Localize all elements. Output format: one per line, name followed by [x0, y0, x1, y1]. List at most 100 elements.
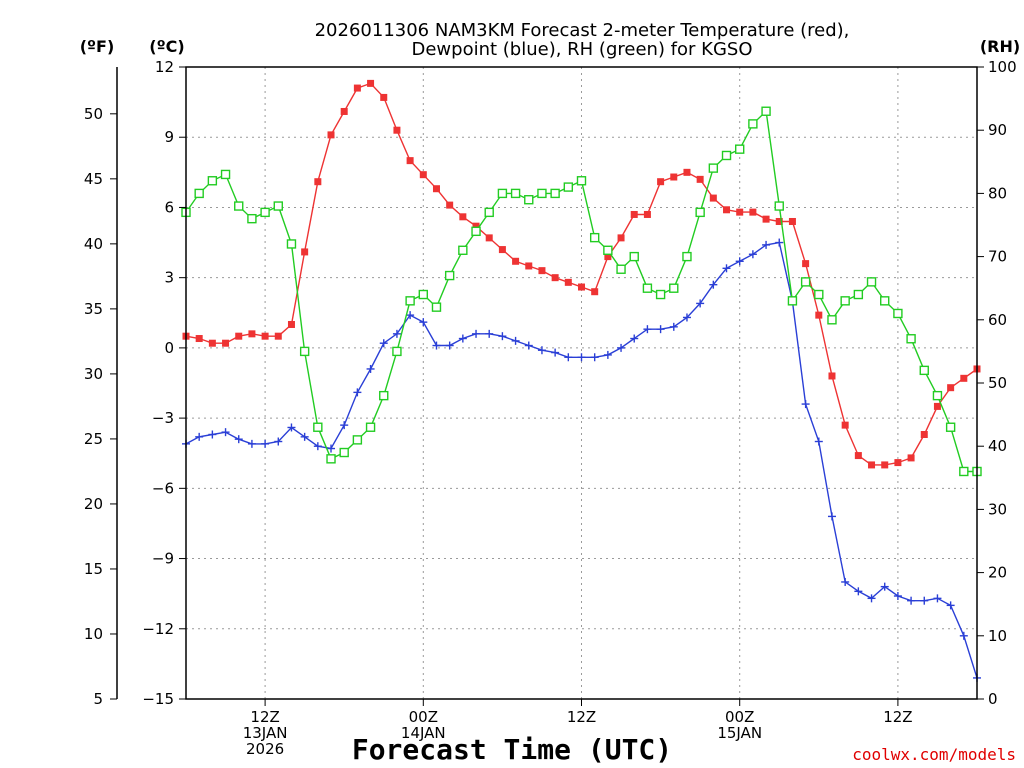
temperature-point	[947, 384, 955, 392]
rh-point	[352, 435, 363, 445]
dewpoint-point	[827, 512, 836, 521]
temperature-point	[498, 246, 506, 254]
time-tick-label: 14JAN	[401, 724, 446, 742]
time-tick-label: 12Z	[250, 708, 279, 726]
temperature-point	[657, 178, 665, 186]
rh-point	[748, 119, 758, 129]
rh-point	[484, 207, 494, 218]
rh-tick-label: 50	[988, 374, 1007, 392]
rh-point	[827, 315, 837, 325]
dewpoint-point	[643, 325, 652, 334]
temperature-point	[907, 454, 915, 462]
dewpoint-point	[696, 299, 705, 308]
rh-point	[682, 251, 692, 262]
rh-point	[405, 296, 415, 306]
rh-point	[721, 150, 732, 161]
rh-tick-label: 60	[988, 311, 1007, 329]
fahrenheit-tick-label: 5	[93, 690, 103, 708]
celsius-tick-label: −6	[152, 479, 174, 497]
rh-point	[458, 245, 468, 255]
rh-point	[286, 239, 297, 249]
rh-point	[695, 207, 705, 218]
temperature-point	[881, 461, 889, 469]
rh-point	[537, 188, 547, 199]
rh-point	[774, 201, 784, 211]
temperature-point	[894, 459, 902, 467]
temperature-point	[578, 283, 585, 291]
rh-point	[339, 447, 349, 458]
rh-point	[260, 207, 270, 218]
dewpoint-point	[603, 350, 612, 359]
dewpoint-point	[564, 353, 573, 362]
rh-point	[932, 390, 943, 401]
temperature-point	[419, 171, 427, 179]
fahrenheit-tick-label: 30	[84, 365, 103, 383]
dewpoint-point	[472, 329, 481, 338]
dewpoint-point	[327, 444, 336, 453]
dewpoint-point	[722, 264, 731, 273]
rh-point	[906, 334, 916, 344]
x-axis-title: Forecast Time (UTC)	[352, 733, 672, 766]
dewpoint-point	[366, 364, 375, 373]
dewpoint-point	[682, 313, 691, 322]
rh-point	[576, 176, 587, 186]
temperature-point	[854, 452, 862, 460]
temperature-point	[525, 262, 533, 270]
dewpoint-point	[485, 329, 494, 338]
rh-tick-label: 30	[988, 500, 1007, 518]
rh-point	[524, 195, 534, 205]
temperature-point	[261, 332, 269, 340]
fahrenheit-axis: 50 45 40 35 30 25 20 15 10 5	[84, 67, 118, 708]
rh-point	[761, 106, 771, 116]
temperature-point	[446, 201, 454, 209]
dewpoint-point	[445, 341, 454, 350]
rh-point	[379, 390, 389, 401]
temperature-point	[749, 208, 757, 216]
rh-point	[247, 213, 257, 224]
rh-tick-label: 90	[988, 121, 1007, 139]
dewpoint-point	[920, 596, 929, 605]
rh-point	[866, 277, 877, 287]
fahrenheit-unit-label: (ºF)	[80, 37, 115, 56]
dewpoint-point	[959, 631, 968, 640]
dewpoint-point	[946, 601, 955, 610]
dewpoint-point	[432, 341, 441, 350]
temperature-point	[393, 126, 401, 134]
rh-point	[669, 283, 679, 293]
temperature-point	[802, 260, 810, 268]
rh-point	[616, 264, 626, 274]
rh-point	[800, 277, 811, 287]
celsius-unit-label: (ºC)	[149, 37, 184, 56]
rh-point	[431, 302, 442, 312]
fahrenheit-tick-label: 45	[84, 170, 103, 188]
dewpoint-point	[379, 339, 388, 348]
dewpoint-point	[274, 437, 283, 446]
dewpoint-point	[340, 421, 349, 430]
temperature-point	[551, 274, 559, 282]
temperature-point	[459, 213, 467, 221]
temperature-point	[604, 253, 612, 261]
temperature-point	[195, 335, 203, 343]
celsius-tick-label: 12	[155, 58, 174, 76]
rh-point	[313, 422, 323, 432]
dewpoint-point	[617, 343, 626, 352]
dewpoint-point	[893, 592, 902, 601]
dewpoint-point	[511, 336, 520, 345]
rh-point	[655, 289, 666, 300]
dewpoint-point	[590, 353, 599, 362]
rh-point	[893, 308, 903, 319]
chart-title-line1: 2026011306 NAM3KM Forecast 2-meter Tempe…	[315, 20, 850, 41]
plot-frame	[185, 66, 978, 700]
dewpoint-point	[551, 348, 560, 357]
dewpoint-point	[406, 311, 415, 320]
source-credit: coolwx.com/models	[852, 745, 1016, 764]
dewpoint-point	[353, 388, 362, 397]
celsius-axis: 12 9 6 3 0 −3 −6 −9 −12 −15	[142, 58, 186, 708]
temperature-point	[432, 185, 440, 193]
rh-point	[787, 296, 798, 306]
rh-point	[814, 289, 824, 300]
rh-point	[550, 188, 560, 199]
dewpoint-point	[419, 318, 428, 327]
dewpoint-point	[577, 353, 586, 362]
